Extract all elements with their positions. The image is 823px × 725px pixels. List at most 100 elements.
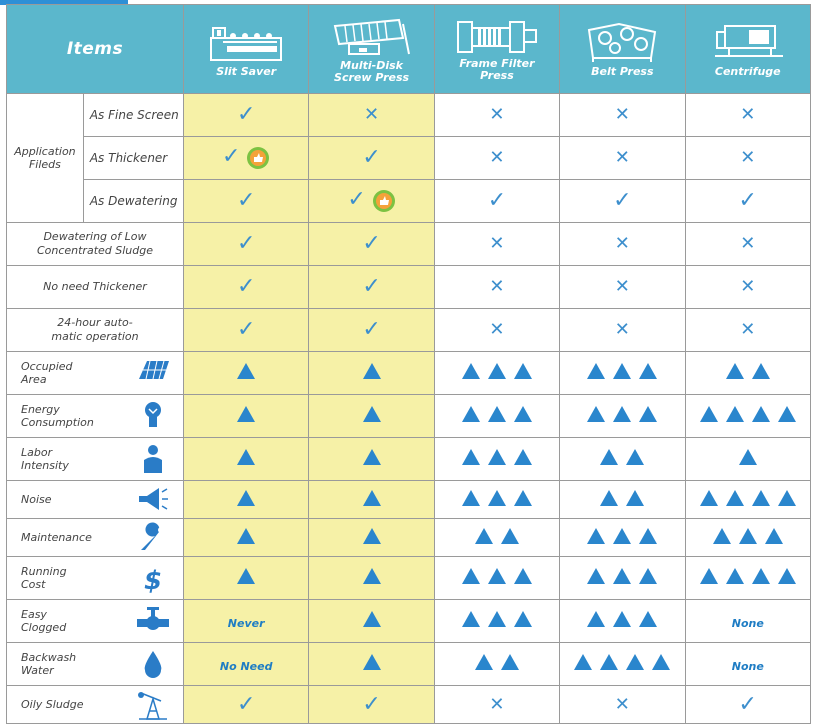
- check-mark: ✓: [236, 317, 256, 342]
- value-cell: ✓: [559, 179, 686, 223]
- triangle-rating-icon: [237, 406, 256, 422]
- rating-cell: [559, 518, 686, 557]
- application-group-label: Application Fileds: [6, 93, 84, 223]
- rating-cell: [684, 394, 812, 438]
- row-label-cell: Easy Clogged: [6, 599, 184, 643]
- triangle-rating-icon: [362, 489, 381, 506]
- value-cell: No Need: [182, 642, 310, 686]
- rating-cell: [308, 642, 435, 686]
- row-label: Energy Consumption: [21, 403, 94, 429]
- rating-cell: [559, 556, 686, 600]
- rating-cell: [559, 394, 686, 438]
- rating-cell: [308, 394, 435, 438]
- rating-cell: [684, 556, 812, 600]
- row-label-cell: Labor Intensity: [6, 437, 184, 481]
- value-cell: ✕: [559, 222, 686, 266]
- triangle-rating-icon: [764, 527, 783, 544]
- cross-mark: ✕: [614, 319, 630, 340]
- triangle-rating-icon: [587, 611, 606, 627]
- machine-header-belt-press: Belt Press: [559, 4, 686, 94]
- triangle-rating-icon: [474, 654, 493, 670]
- triangle-rating-icon: [500, 527, 519, 544]
- rating-cell: [559, 437, 686, 481]
- belt-press-icon: [588, 22, 657, 62]
- rating-cell: [182, 351, 310, 395]
- triangle-rating-icon: [362, 568, 381, 584]
- value-cell: ✓: [308, 685, 435, 724]
- table-row: 24-hour auto- matic operation ✓ ✓ ✕ ✕ ✕: [6, 308, 812, 352]
- check-mark: ✓: [362, 691, 381, 717]
- value-cell: ✓: [182, 265, 310, 309]
- cross-mark: ✕: [614, 693, 630, 715]
- rating-cell: [559, 599, 686, 643]
- row-label-cell: Energy Consumption: [6, 394, 184, 438]
- header-row: Items Slit: [6, 4, 812, 94]
- value-cell: ✕: [433, 308, 561, 352]
- triangle-rating-icon: [725, 363, 744, 379]
- rating-cell: [684, 480, 812, 519]
- triangle-rating-icon: [587, 527, 606, 544]
- check-mark: ✓: [362, 231, 381, 256]
- cross-mark: ✕: [489, 233, 505, 254]
- triangle-rating-icon: [738, 449, 757, 465]
- triangle-rating-icon: [699, 406, 718, 422]
- triangle-rating-icon: [237, 449, 256, 465]
- rating-cell: [182, 480, 310, 519]
- triangle-rating-icon: [725, 568, 744, 584]
- value-cell: ✕: [684, 93, 812, 137]
- solar-panel-icon: [138, 360, 169, 380]
- text-value: No Need: [219, 659, 273, 673]
- triangle-rating-icon: [639, 611, 658, 627]
- triangle-rating-icon: [639, 406, 658, 422]
- recommend-badge-icon: [247, 147, 270, 170]
- triangle-rating-icon: [513, 449, 532, 465]
- triangle-rating-icon: [725, 489, 744, 506]
- cross-mark: ✕: [364, 104, 380, 125]
- table-row: Noise: [6, 480, 812, 519]
- check-mark: ✓: [738, 691, 757, 717]
- table-row: Dewatering of Low Concentrated Sludge ✓ ✓ ✕…: [6, 222, 812, 266]
- triangle-rating-icon: [639, 363, 658, 379]
- triangle-rating-icon: [652, 654, 671, 670]
- value-cell: ✕: [684, 136, 812, 180]
- value-cell: ✕: [684, 265, 812, 309]
- triangle-rating-icon: [626, 489, 645, 506]
- triangle-rating-icon: [587, 363, 606, 379]
- text-value: Never: [227, 616, 265, 630]
- megaphone-icon: [138, 487, 168, 510]
- triangle-rating-icon: [487, 449, 506, 465]
- rating-cell: [308, 480, 435, 519]
- triangle-rating-icon: [237, 568, 256, 584]
- light-bulb-icon: [144, 402, 161, 427]
- value-cell: ✕: [559, 308, 686, 352]
- value-cell: ✕: [433, 93, 561, 137]
- triangle-rating-icon: [639, 568, 658, 584]
- triangle-rating-icon: [613, 363, 632, 379]
- table-row: Easy Clogged Never None: [6, 599, 812, 643]
- triangle-rating-icon: [362, 449, 381, 465]
- triangle-rating-icon: [362, 654, 381, 670]
- value-cell: ✕: [559, 265, 686, 309]
- triangle-rating-icon: [626, 449, 645, 465]
- value-cell: ✕: [559, 93, 686, 137]
- cross-mark: ✕: [740, 147, 756, 168]
- triangle-rating-icon: [362, 363, 381, 379]
- row-label: Maintenance: [21, 531, 92, 544]
- check-mark: ✓: [487, 188, 507, 213]
- triangle-rating-icon: [587, 406, 606, 422]
- triangle-rating-icon: [699, 568, 718, 584]
- value-cell: ✕: [433, 685, 561, 724]
- row-label-cell: Occupied Area: [6, 351, 184, 395]
- check-mark: ✓: [236, 274, 256, 299]
- triangle-rating-icon: [362, 611, 381, 627]
- triangle-rating-icon: [461, 363, 480, 379]
- check-mark: ✓: [362, 317, 381, 342]
- check-mark: ✓: [347, 186, 366, 212]
- cross-mark: ✕: [489, 147, 505, 168]
- triangle-rating-icon: [461, 449, 480, 465]
- triangle-rating-icon: [362, 406, 381, 422]
- row-label-cell: Running Cost $: [6, 556, 184, 600]
- slit-saver-icon: [210, 27, 283, 61]
- triangle-rating-icon: [513, 406, 532, 422]
- value-cell: ✓: [308, 308, 435, 352]
